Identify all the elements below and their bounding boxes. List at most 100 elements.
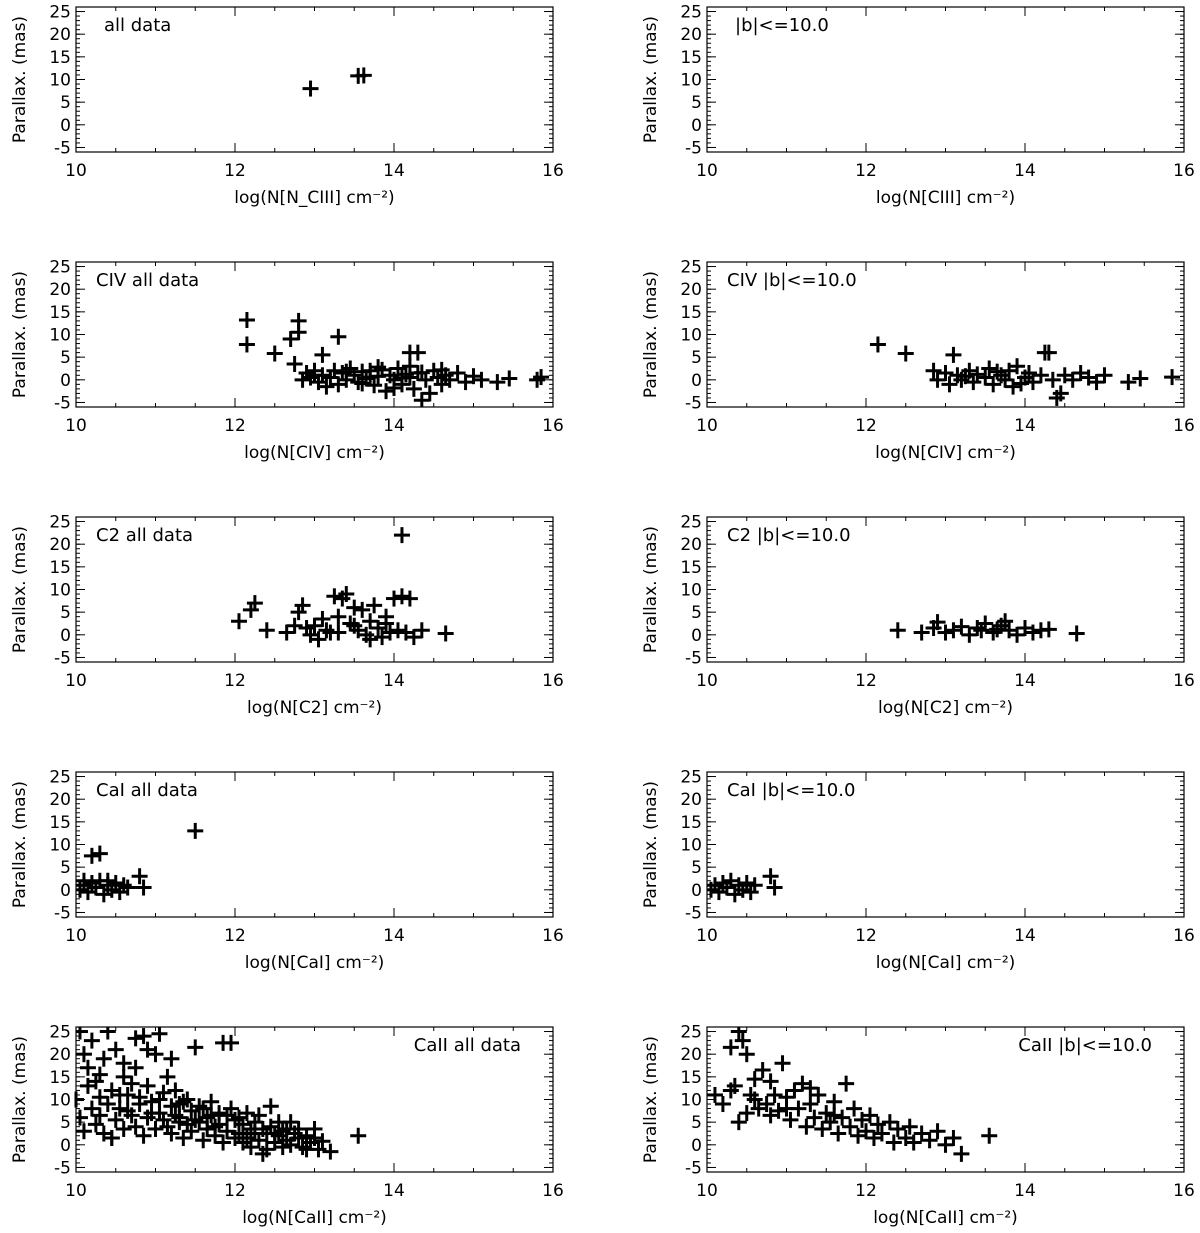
data-point	[76, 1027, 88, 1040]
y-axis-label: Parallax. (mas)	[10, 526, 30, 653]
data-point	[111, 1086, 128, 1103]
y-tick-label: 20	[49, 25, 71, 45]
y-tick-label: 20	[49, 535, 71, 555]
data-point	[393, 527, 410, 544]
panel-annotation: CaII |b|<=10.0	[1018, 1035, 1152, 1056]
y-tick-label: -5	[685, 903, 702, 923]
x-axis-label: log(N[C2] cm⁻²)	[247, 698, 382, 718]
data-point	[861, 1107, 878, 1124]
data-point	[211, 1116, 228, 1133]
data-point	[1068, 625, 1085, 642]
y-tick-label: 5	[691, 858, 702, 878]
data-point	[298, 1141, 315, 1158]
data-point	[389, 622, 406, 639]
y-tick-label: -5	[685, 648, 702, 668]
data-point	[953, 1145, 970, 1162]
data-point	[163, 1098, 180, 1115]
data-point	[314, 346, 331, 363]
data-point	[314, 1133, 331, 1150]
data-point	[929, 614, 946, 631]
data-point	[111, 1100, 128, 1117]
data-point	[1020, 365, 1037, 382]
data-point	[187, 1111, 204, 1128]
y-tick-label: -5	[54, 393, 71, 413]
data-point	[1040, 344, 1057, 361]
data-point	[179, 1091, 196, 1108]
data-point	[905, 1134, 922, 1151]
data-point	[266, 1125, 283, 1142]
data-point	[274, 1139, 291, 1156]
y-tick-label: 20	[49, 790, 71, 810]
data-point	[330, 608, 347, 625]
data-point	[223, 1100, 240, 1117]
y-tick-label: 15	[49, 558, 71, 578]
data-point	[250, 1107, 267, 1124]
x-tick-label: 16	[542, 671, 564, 691]
data-point	[1040, 621, 1057, 638]
data-point	[354, 601, 371, 618]
x-tick-label: 12	[224, 671, 246, 691]
y-tick-label: 0	[691, 116, 702, 136]
data-point	[734, 1032, 751, 1049]
data-point	[123, 1075, 140, 1092]
data-point	[401, 358, 418, 375]
data-point	[199, 1109, 216, 1126]
data-point	[473, 371, 490, 388]
data-point	[99, 1096, 116, 1113]
data-point	[730, 1027, 747, 1040]
data-point	[258, 1141, 275, 1158]
y-tick-label: 15	[680, 303, 702, 323]
data-point	[183, 1123, 200, 1140]
data-point	[171, 1114, 188, 1131]
data-point	[969, 366, 986, 383]
data-point	[76, 872, 92, 889]
data-point	[378, 383, 395, 400]
y-tick-label: 25	[49, 3, 71, 23]
data-point	[74, 1091, 84, 1108]
x-tick-label: 16	[542, 416, 564, 436]
data-point	[99, 872, 116, 889]
data-point	[103, 1130, 120, 1147]
y-tick-label: 0	[60, 1136, 71, 1156]
x-axis-label: log(N[CIV] cm⁻²)	[244, 443, 385, 463]
data-point	[889, 1120, 906, 1137]
data-point	[529, 371, 546, 388]
data-point	[1052, 385, 1069, 402]
data-point	[290, 324, 307, 341]
y-tick-label: 10	[49, 581, 71, 601]
y-tick-label: 10	[49, 71, 71, 91]
data-point	[76, 1046, 92, 1063]
y-axis-label: Parallax. (mas)	[641, 271, 661, 398]
data-point	[941, 376, 958, 393]
data-point	[929, 1123, 946, 1140]
data-point	[838, 1075, 855, 1092]
data-point	[834, 1109, 851, 1126]
data-point	[310, 631, 327, 648]
data-point	[362, 631, 379, 648]
data-point	[115, 1120, 132, 1137]
data-point	[139, 1109, 156, 1126]
y-tick-label: 20	[680, 1045, 702, 1065]
panel-annotation: |b|<=10.0	[735, 15, 829, 36]
y-tick-label: 15	[680, 813, 702, 833]
y-tick-label: 0	[60, 881, 71, 901]
x-tick-label: 12	[224, 926, 246, 946]
y-tick-label: 20	[680, 25, 702, 45]
data-point	[1164, 369, 1181, 386]
data-point	[378, 615, 395, 632]
x-tick-label: 16	[1173, 161, 1195, 181]
data-point	[338, 363, 355, 380]
data-point	[330, 328, 347, 345]
x-tick-label: 12	[855, 416, 877, 436]
data-point	[746, 1071, 763, 1088]
data-point	[1120, 374, 1137, 391]
data-point	[465, 368, 482, 385]
x-axis-label: log(N[C2] cm⁻²)	[878, 698, 1013, 718]
x-tick-label: 12	[224, 161, 246, 181]
data-point	[413, 364, 430, 381]
